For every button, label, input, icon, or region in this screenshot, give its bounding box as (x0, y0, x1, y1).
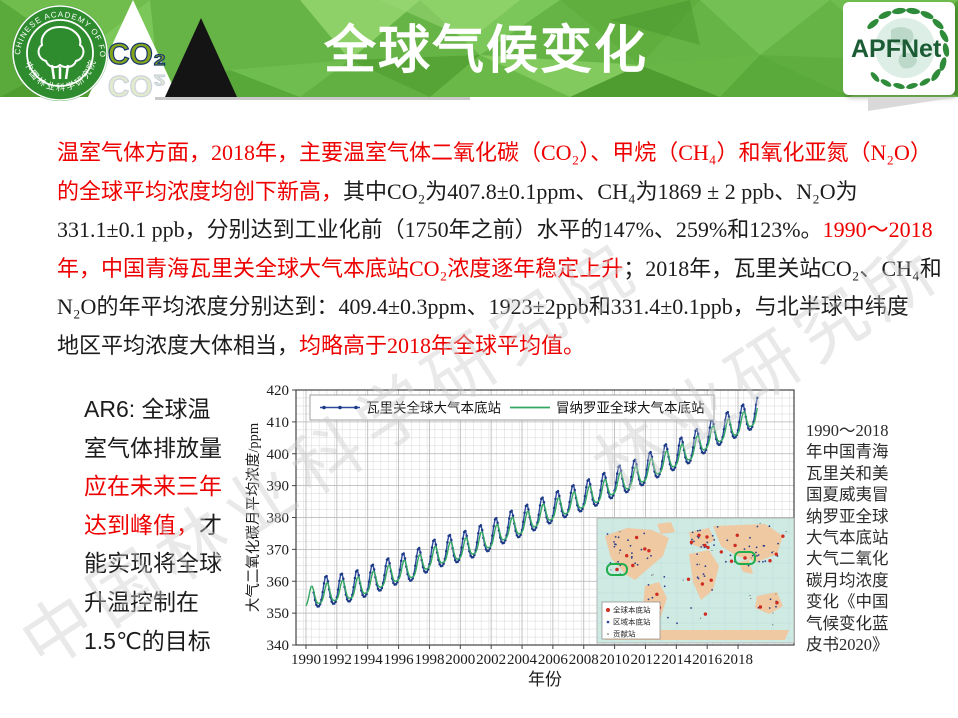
text-segment: 均略高于2018年全球平均值。 (299, 332, 586, 358)
paragraph-line: 的全球平均浓度均创下新高，其中CO₂为407.8±0.1ppm、CH₄为1869… (57, 173, 947, 212)
paragraph-line: 331.1±0.1 ppb，分别达到工业化前（1750年之前）水平的147%、2… (57, 211, 947, 250)
caption-line: 大气本底站 (806, 528, 889, 548)
caf-logo: CHINESE ACADEMY OF FORESTRY 中国林业科学研究院 (8, 1, 108, 101)
caption-line: 变化《中国 (806, 592, 889, 612)
mountain-triangles (88, 0, 237, 97)
svg-text:2016: 2016 (692, 652, 723, 668)
apfnet-logo: APFNet (843, 2, 955, 95)
legend-label-maunaloa: 冒纳罗亚全球大气本底站 (556, 400, 705, 416)
header-underline (155, 97, 470, 100)
svg-text:1998: 1998 (414, 652, 444, 668)
caption-line: 瓦里关和美 (806, 463, 889, 483)
waliguan-highlight (734, 551, 756, 565)
caf-tree-icon (37, 25, 85, 80)
svg-text:全球本底站: 全球本底站 (613, 605, 651, 615)
text-segment: 达到峰值， (84, 511, 199, 538)
paragraph-line: N₂O的年平均浓度分别达到：409.4±0.3ppm、1923±2ppb和331… (57, 288, 947, 327)
chart-legend: 瓦里关全球大气本底站 冒纳罗亚全球大气本底站 (309, 394, 715, 421)
caption-line: 纳罗亚全球 (806, 506, 889, 526)
white-triangle (88, 0, 178, 97)
svg-text:400: 400 (267, 447, 290, 463)
co2-emblem-reflection: CO₂ (107, 68, 167, 102)
caption-line: 皮书2020》 (806, 635, 889, 655)
caption-line: 国夏威夷冒 (806, 485, 889, 505)
text-segment: 的全球平均浓度均创下新高， (57, 178, 344, 204)
svg-text:340: 340 (267, 638, 290, 654)
co2-chart: 340 350 360 370 380 390 400 410 420 1990 1992 1994 1… (244, 376, 804, 703)
svg-text:1992: 1992 (322, 652, 352, 668)
caption-line: 碳月均浓度 (806, 570, 889, 590)
svg-text:420: 420 (267, 383, 290, 399)
caption-line: 年中国青海 (806, 442, 889, 462)
ar6-line: 升温控制在 (84, 583, 254, 622)
text-segment: ；2018年，瓦里关站CO₂、CH₄和 (623, 255, 942, 281)
series-maunaloa (305, 407, 758, 607)
paragraph-line: 地区平均浓度大体相当，均略高于2018年全球平均值。 (57, 327, 947, 366)
header-banner: 全球气候变化 CO₂ CO₂ CHINESE ACADEMY OF FOREST… (0, 0, 958, 103)
svg-text:370: 370 (267, 542, 290, 558)
maunaloa-highlight (606, 563, 628, 576)
svg-text:2004: 2004 (507, 652, 538, 668)
ar6-line: 室气体排放量 (84, 429, 254, 468)
paragraph-line: 温室气体方面，2018年，主要温室气体二氧化碳（CO₂）、甲烷（CH₄）和氧化亚… (57, 134, 947, 173)
svg-text:2018: 2018 (723, 652, 753, 668)
paragraph-line: 年，中国青海瓦里关全球大气本底站CO₂浓度逐年稳定上升；2018年，瓦里关站CO… (57, 250, 947, 289)
svg-text:410: 410 (267, 415, 290, 431)
svg-text:1996: 1996 (384, 652, 415, 668)
ar6-note: AR6: 全球温 室气体排放量 应在未来三年 达到峰值，才 能实现将全球 升温控制在 1.5… (84, 390, 254, 660)
text-segment: 1.5℃的目标 (84, 627, 211, 654)
svg-text:360: 360 (267, 574, 290, 590)
text-segment: 才 (199, 511, 222, 538)
co2-emblem: CO₂ (107, 38, 167, 71)
svg-text:350: 350 (267, 606, 290, 622)
svg-text:390: 390 (267, 479, 290, 495)
x-axis-label: 年份 (528, 670, 562, 689)
legend-label-waliguan: 瓦里关全球大气本底站 (366, 400, 501, 416)
svg-text:区域本底站: 区域本底站 (613, 617, 651, 627)
caption-line: 气候变化蓝 (806, 613, 889, 633)
svg-text:2000: 2000 (445, 652, 475, 668)
ar6-line: 应在未来三年 (84, 467, 254, 506)
text-segment: 331.1±0.1 ppb，分别达到工业化前（1750年之前）水平的147%、2… (57, 217, 823, 243)
ar6-line: AR6: 全球温 (84, 390, 254, 429)
text-segment: 地区平均浓度大体相当， (57, 332, 300, 358)
text-segment: 升温控制在 (84, 588, 199, 615)
header-shade (868, 97, 958, 111)
svg-text:2014: 2014 (661, 652, 692, 668)
text-segment: 温室气体方面，2018年，主要温室气体二氧化碳（CO₂）、甲烷（CH₄）和氧化亚… (57, 140, 932, 165)
svg-text:2010: 2010 (600, 652, 630, 668)
text-segment: 能实现将全球 (84, 550, 222, 577)
y-axis-label: 大气二氧化碳月平均浓度/ppm (245, 422, 262, 612)
svg-text:贡献站: 贡献站 (613, 629, 636, 639)
text-segment: 1990～2018 (822, 217, 933, 243)
caption-line: 1990～2018 (806, 421, 889, 440)
text-segment: N₂O的年平均浓度分别达到：409.4±0.3ppm、1923±2ppb和331… (57, 294, 909, 320)
apfnet-wreath-icon (867, 7, 950, 89)
apfnet-label: APFNet (851, 35, 942, 63)
svg-text:1990: 1990 (291, 652, 321, 668)
svg-text:2008: 2008 (569, 652, 599, 668)
svg-text:2002: 2002 (476, 652, 506, 668)
text-segment: 室气体排放量 (84, 434, 222, 461)
ar6-line: 能实现将全球 (84, 544, 254, 583)
ar6-line: 1.5℃的目标 (84, 622, 254, 661)
text-segment: 年，中国青海瓦里关全球大气本底站CO₂浓度逐年稳定上升 (57, 255, 624, 281)
svg-text:2006: 2006 (538, 652, 569, 668)
text-segment: AR6: 全球温 (84, 396, 211, 422)
black-triangle (165, 18, 237, 97)
text-segment: 其中CO₂为407.8±0.1ppm、CH₄为1869 ± 2 ppb、N₂O为 (343, 178, 858, 204)
caption-line: 大气二氧化 (806, 549, 889, 569)
ar6-line: 达到峰值，才 (84, 506, 254, 545)
svg-text:380: 380 (267, 511, 290, 527)
svg-text:1994: 1994 (353, 652, 384, 668)
svg-text:2012: 2012 (630, 652, 660, 668)
main-paragraph: 温室气体方面，2018年，主要温室气体二氧化碳（CO₂）、甲烷（CH₄）和氧化亚… (57, 134, 947, 366)
page-title: 全球气候变化 (323, 23, 648, 80)
figure-caption: 1990～2018 年中国青海 瓦里关和美 国夏威夷冒 纳罗亚全球 大气本底站 大气二氧化碳… (806, 420, 946, 655)
text-segment: 应在未来三年 (84, 473, 222, 500)
